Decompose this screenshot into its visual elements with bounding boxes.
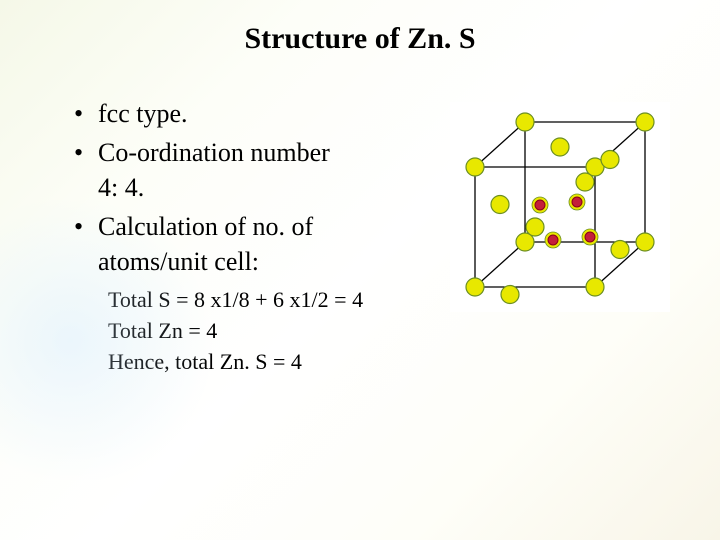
calc-line-1: Total S = 8 x1/8 + 6 x1/2 = 4 bbox=[108, 285, 450, 316]
bullet-calc-text: Calculation of no. of bbox=[98, 212, 313, 241]
calc-line-3: Hence, total Zn. S = 4 bbox=[108, 347, 450, 378]
bullet-coord: Co-ordination number 4: 4. bbox=[70, 135, 450, 205]
bullet-list: fcc type. Co-ordination number 4: 4. Cal… bbox=[70, 96, 450, 378]
bullet-coord-text: Co-ordination number bbox=[98, 138, 330, 167]
bullet-calc-sub: atoms/unit cell: bbox=[98, 244, 450, 279]
content-area: fcc type. Co-ordination number 4: 4. Cal… bbox=[0, 56, 720, 378]
unit-cell-diagram bbox=[450, 102, 670, 312]
calculation-block: Total S = 8 x1/8 + 6 x1/2 = 4 Total Zn =… bbox=[70, 285, 450, 377]
page-title: Structure of Zn. S bbox=[0, 0, 720, 56]
bullet-coord-sub: 4: 4. bbox=[98, 170, 450, 205]
bullet-calc: Calculation of no. of atoms/unit cell: bbox=[70, 209, 450, 279]
bullet-fcc: fcc type. bbox=[70, 96, 450, 131]
calc-line-2: Total Zn = 4 bbox=[108, 316, 450, 347]
cube-svg bbox=[455, 107, 665, 307]
